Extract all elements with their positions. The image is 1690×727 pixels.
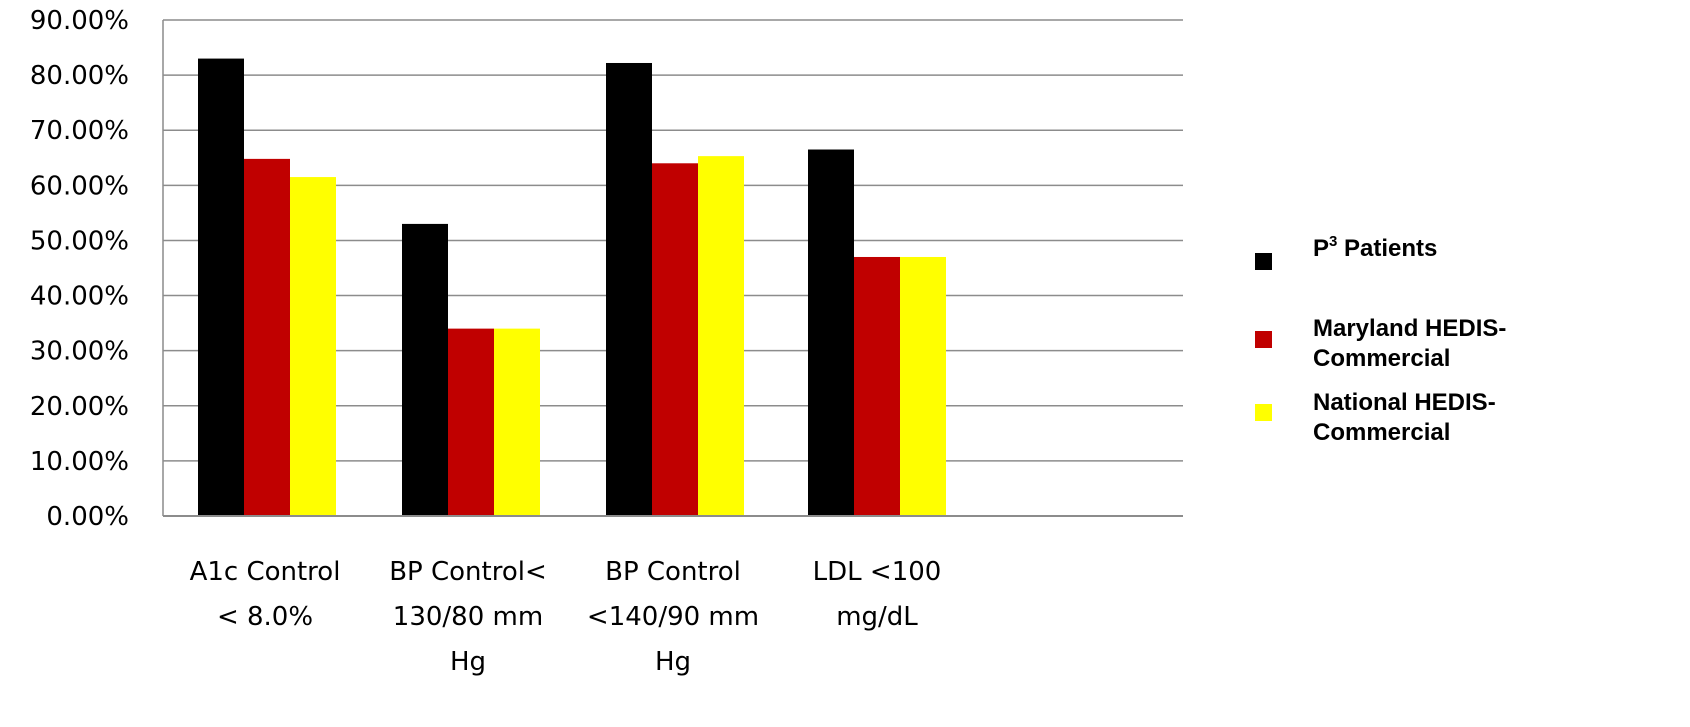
legend-item-p3-patients: P3 Patients — [1255, 233, 1437, 270]
bar-series-2-category-3 — [652, 163, 698, 517]
y-axis-ticks: 0.00% 10.00% 20.00% 30.00% 40.00% 50.00% 60.00… — [30, 6, 129, 532]
bar-series-1-category-3 — [606, 62, 652, 517]
y-tick-label: 60.00% — [30, 171, 129, 201]
x-tick-label: BP Control — [605, 557, 741, 587]
bar-series-1-category-1 — [198, 58, 244, 516]
legend-item-national-hedis: National HEDIS- Commercial — [1255, 389, 1496, 446]
legend-label-p3-main: P — [1313, 235, 1329, 262]
x-tick-label: BP Control< — [389, 557, 547, 587]
y-tick-label: 50.00% — [30, 226, 129, 256]
legend-label-maryland-line1: Maryland HEDIS- — [1313, 315, 1506, 342]
x-axis-ticks: A1c Control < 8.0% BP Control< 130/80 mm Hg B… — [190, 557, 942, 677]
legend-swatch-national-hedis — [1255, 404, 1272, 421]
legend-item-maryland-hedis: Maryland HEDIS- Commercial — [1255, 315, 1506, 372]
bar-series-3-category-2 — [494, 328, 540, 516]
y-tick-label: 70.00% — [30, 116, 129, 146]
y-tick-label: 10.00% — [30, 447, 129, 477]
x-tick-label: <140/90 mm — [587, 602, 759, 632]
legend-label-p3-patients: P3 Patients — [1313, 233, 1437, 262]
y-tick-label: 80.00% — [30, 61, 129, 91]
legend-label-p3-superscript: 3 — [1329, 233, 1337, 250]
bar-series-3-category-1 — [290, 177, 336, 517]
y-tick-label: 20.00% — [30, 392, 129, 422]
legend-label-p3-rest: Patients — [1337, 235, 1437, 262]
legend-label-national-line1: National HEDIS- — [1313, 389, 1496, 416]
bar-series-2-category-4 — [854, 256, 900, 516]
bars — [198, 58, 946, 517]
y-tick-label: 40.00% — [30, 282, 129, 312]
legend-label-maryland-line2: Commercial — [1313, 345, 1450, 372]
y-tick-label: 0.00% — [46, 502, 129, 532]
x-tick-label: 130/80 mm — [393, 602, 543, 632]
x-tick-label: Hg — [655, 647, 691, 677]
legend: P3 Patients Maryland HEDIS- Commercial N… — [1255, 233, 1506, 446]
bar-series-1-category-4 — [808, 149, 854, 516]
y-tick-label: 30.00% — [30, 337, 129, 367]
x-tick-label: A1c Control — [190, 557, 341, 587]
x-tick-label: LDL <100 — [813, 557, 942, 587]
legend-label-national-line2: Commercial — [1313, 419, 1450, 446]
x-tick-label: < 8.0% — [217, 602, 313, 632]
legend-swatch-maryland-hedis — [1255, 331, 1272, 348]
x-tick-label: Hg — [450, 647, 486, 677]
bar-series-1-category-2 — [402, 223, 448, 516]
bar-series-2-category-1 — [244, 158, 290, 516]
bar-series-3-category-4 — [900, 256, 946, 516]
legend-swatch-p3-patients — [1255, 253, 1272, 270]
y-tick-label: 90.00% — [30, 6, 129, 36]
bar-series-3-category-3 — [698, 156, 744, 516]
x-tick-label: mg/dL — [836, 602, 918, 632]
bar-series-2-category-2 — [448, 328, 494, 516]
